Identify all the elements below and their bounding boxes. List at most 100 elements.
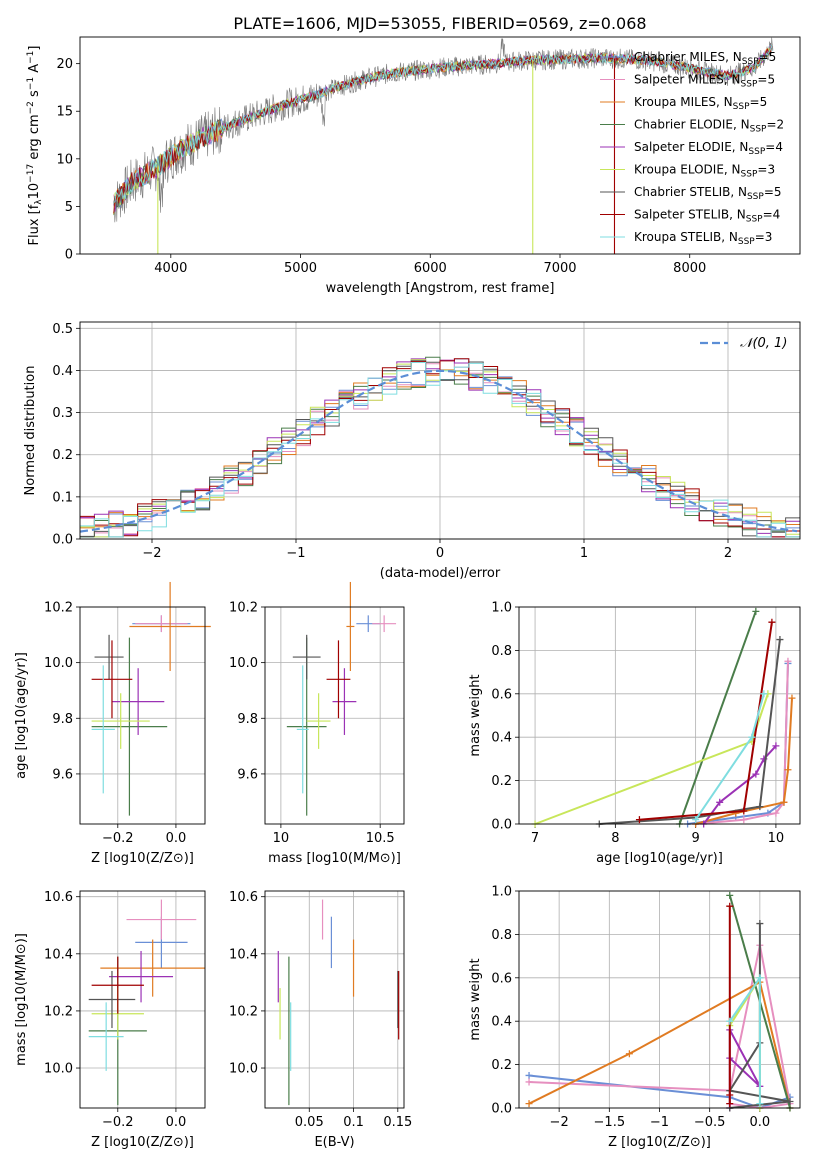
weight-line-5	[728, 974, 761, 1108]
weight-marker-7	[726, 902, 734, 910]
weight_vs_Z-panel: −2 −1.5 −1 −0.5 0.0 0.0 0.2 0.4 0.6 0.8 1.0 Z [log1…	[468, 885, 801, 1150]
y-tick-label: 0.3	[52, 406, 73, 421]
x-axis-label: mass [log10(M/M⊙)]	[268, 851, 401, 866]
y-tick-label: 0.2	[52, 448, 73, 463]
weight-marker-1	[784, 657, 792, 665]
y-tick-label: 0.6	[491, 687, 512, 702]
x-tick-label: 8	[611, 831, 619, 846]
histogram-series-8	[80, 362, 800, 538]
x-tick-label: −1	[650, 1115, 669, 1130]
weight-line-1	[528, 945, 792, 1110]
y-tick-label: 5	[65, 200, 73, 215]
y-tick-label: 9.8	[52, 712, 73, 727]
legend-label-7: Salpeter STELIB, NSSP=4	[634, 208, 780, 225]
weight-marker-7	[726, 1091, 734, 1099]
y-tick-label: 0.2	[491, 1058, 512, 1073]
x-tick-label: 1	[580, 546, 588, 561]
x-tick-label: 10	[768, 831, 785, 846]
y-tick-label: 10.0	[44, 656, 73, 671]
weight-marker-4	[752, 770, 760, 778]
weight-marker-4	[716, 798, 724, 806]
x-tick-label: 6000	[414, 261, 447, 276]
x-tick-label: 2	[724, 546, 732, 561]
weight-marker-2	[788, 694, 796, 702]
y-tick-label: 10.2	[44, 601, 73, 616]
x-tick-label: 0.1	[343, 1115, 364, 1130]
mass_vs_Z-panel: −0.2 0.0 10.0 10.2 10.4 10.6 Z [log10(Z/Z⊙)] ma…	[14, 890, 206, 1150]
axes-frame	[264, 890, 405, 1109]
x-tick-label: 4000	[154, 261, 187, 276]
x-axis-label: age [log10(age/yr)]	[596, 851, 723, 866]
weight-line-3	[678, 610, 757, 825]
model-line-8	[113, 44, 774, 203]
axes-frame	[79, 890, 206, 1109]
legend-label-6: Chabrier STELIB, NSSP=5	[634, 185, 782, 202]
y-tick-label: 0.5	[52, 322, 73, 337]
weight-marker-3	[752, 607, 760, 615]
weight-line-7	[639, 622, 773, 821]
x-tick-label: 5000	[284, 261, 317, 276]
y-tick-label: 15	[56, 105, 73, 120]
weight-marker-1	[772, 809, 780, 817]
y-tick-label: 9.6	[237, 767, 258, 782]
y-tick-label: 10.2	[229, 601, 258, 616]
x-tick-label: −2	[550, 1115, 569, 1130]
x-axis-label: Z [log10(Z/Z⊙)]	[608, 1135, 711, 1150]
legend-label-5: Kroupa ELODIE, NSSP=3	[634, 163, 775, 180]
weight-marker-8	[756, 974, 764, 982]
y-tick-label: 0.4	[491, 731, 512, 746]
weight-line-5	[534, 693, 769, 825]
y-tick-label: 10.4	[44, 947, 73, 962]
x-axis-label: Z [log10(Z/Z⊙)]	[91, 851, 194, 866]
y-tick-label: 10.0	[229, 656, 258, 671]
weight-marker-7	[768, 618, 776, 626]
y-tick-label: 0.1	[52, 490, 73, 505]
x-tick-label: −1.5	[594, 1115, 626, 1130]
weight-marker-6	[776, 636, 784, 644]
weight-marker-6	[756, 803, 764, 811]
weight-marker-8	[726, 1017, 734, 1025]
x-tick-label: 0.05	[295, 1115, 324, 1130]
weight-line-8	[694, 693, 765, 821]
legend-label-4: Salpeter ELODIE, NSSP=4	[634, 140, 783, 157]
legend-label-1: Salpeter MILES, NSSP=5	[634, 73, 775, 90]
legend-label-gaussian: 𝒩(0, 1)	[740, 336, 787, 351]
age_vs_Z-panel: −0.2 0.0 9.6 9.8 10.0 10.2 Z [log10(Z/Z⊙)] age …	[14, 581, 211, 866]
x-axis-label: (data-model)/error	[380, 566, 501, 581]
weight-marker-0	[525, 1071, 533, 1079]
x-tick-label: 7	[531, 831, 539, 846]
spectrum-panel: 4000 5000 6000 7000 8000 0 5 10 15 20 wavelength […	[26, 36, 801, 296]
x-tick-label: −0.2	[102, 831, 134, 846]
axes-frame	[79, 321, 801, 540]
y-axis-label: age [log10(age/yr)]	[14, 652, 29, 779]
weight-marker-7	[740, 807, 748, 815]
weight-marker-6	[756, 920, 764, 928]
y-axis-label: mass weight	[468, 674, 483, 756]
weight-marker-7	[726, 1100, 734, 1108]
weight-marker-1	[525, 1078, 533, 1086]
weight-marker-1	[740, 816, 748, 824]
y-tick-label: 1.0	[491, 885, 512, 900]
y-tick-label: 10.6	[229, 890, 258, 905]
weight_vs_age-panel: 7 8 9 10 0.0 0.2 0.4 0.6 0.8 1.0 age [log10(age/yr…	[468, 601, 801, 866]
x-tick-label: 0.0	[166, 831, 187, 846]
y-tick-label: 10	[56, 152, 73, 167]
weight-marker-4	[772, 742, 780, 750]
y-tick-label: 10.0	[44, 1062, 73, 1077]
legend-label-8: Kroupa STELIB, NSSP=3	[634, 230, 772, 247]
x-tick-label: −1	[286, 546, 305, 561]
weight-line-0	[687, 663, 789, 825]
y-tick-label: 0.6	[491, 971, 512, 986]
legend-label-2: Kroupa MILES, NSSP=5	[634, 95, 767, 112]
weight-marker-8	[692, 816, 700, 824]
age_vs_mass-panel: 10 10.5 9.6 9.8 10.0 10.2 mass [log10(M/M⊙)]	[229, 581, 405, 866]
axes-frame	[79, 606, 206, 825]
y-tick-label: 0.2	[491, 774, 512, 789]
y-tick-label: 10.0	[229, 1062, 258, 1077]
x-tick-label: −0.2	[102, 1115, 134, 1130]
y-tick-label: 0.0	[491, 818, 512, 833]
y-tick-label: 10.2	[229, 1004, 258, 1019]
y-axis-label: mass weight	[468, 958, 483, 1040]
histogram-series-7	[80, 358, 800, 538]
